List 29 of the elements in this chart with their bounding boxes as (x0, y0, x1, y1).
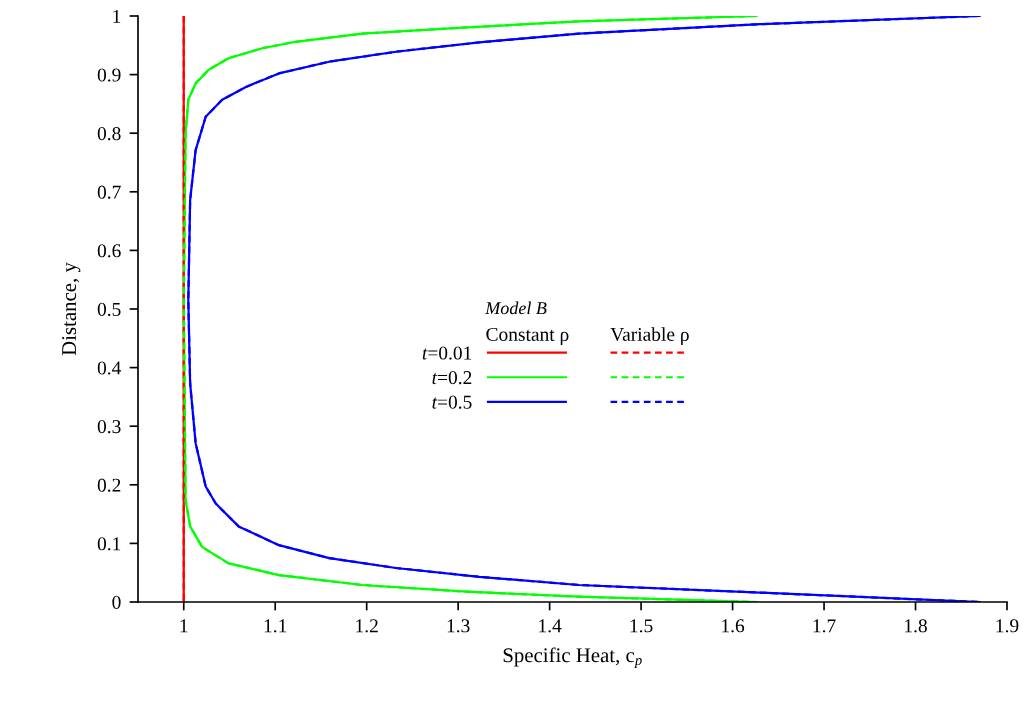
x-tick-label: 1.2 (356, 619, 378, 633)
x-tick-label: 1.1 (264, 619, 287, 633)
legend-title: Model B (485, 301, 547, 315)
y-tick-label: 1 (113, 9, 121, 23)
y-tick-label: 0.4 (97, 361, 122, 375)
x-tick-label: 1.5 (630, 619, 653, 633)
y-tick-label: 0 (112, 595, 121, 609)
y-tick-label: 0.2 (97, 478, 121, 492)
y-tick-label: 0.1 (97, 537, 121, 551)
x-tick-label: 1.6 (722, 619, 745, 633)
y-tick-label: 0.5 (97, 302, 121, 317)
legend-label: t=0.2 (432, 371, 472, 385)
x-tick-label: 1.7 (813, 619, 836, 633)
legend-label: t=0.5 (432, 395, 472, 409)
legend-label: t=0.01 (422, 346, 472, 360)
y-tick-label: 0.9 (97, 68, 121, 82)
y-tick-label: 0.8 (97, 127, 121, 141)
annotation: Constant ρ (486, 327, 569, 345)
annotation: Variable ρ (610, 327, 689, 345)
y-axis-title: Distance, y (62, 262, 81, 356)
x-axis-title: Specific Heat, c$_{p}$ (503, 647, 642, 669)
x-tick-label: 1 (180, 619, 188, 633)
y-tick-label: 0.3 (97, 420, 121, 434)
x-tick-label: 1.9 (996, 619, 1019, 633)
y-tick-label: 0.7 (97, 185, 121, 199)
x-tick-label: 1.3 (447, 619, 470, 633)
x-tick-label: 1.8 (905, 619, 927, 633)
y-tick-label: 0.6 (97, 244, 121, 258)
x-tick-label: 1.4 (539, 619, 562, 633)
